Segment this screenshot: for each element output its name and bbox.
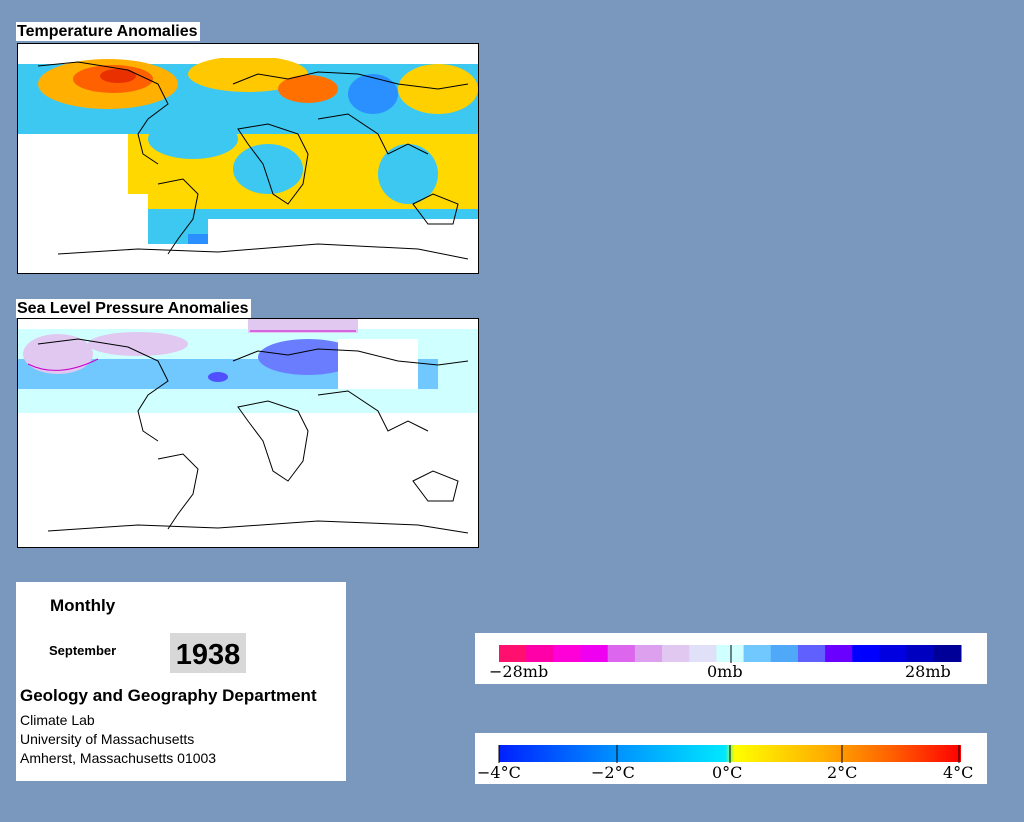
pressure-swatch (526, 645, 554, 662)
year-label: 1938 (170, 633, 246, 673)
pressure-swatch (716, 645, 745, 662)
pressure-contours (27, 330, 356, 371)
pressure-swatch (743, 645, 772, 662)
temperature-tick-minus4: −4°C (477, 763, 521, 782)
temperature-tick-2: 2°C (827, 763, 857, 782)
pressure-color-scale (499, 645, 962, 662)
temperature-anomaly-field (18, 44, 478, 273)
pressure-swatch (852, 645, 880, 662)
pressure-anomaly-field (18, 319, 478, 413)
department-name: Geology and Geography Department (20, 686, 317, 705)
temperature-tick-0: 0°C (712, 763, 742, 782)
temperature-legend: −4°C −2°C 0°C 2°C 4°C (475, 733, 987, 784)
lab-name: Climate Lab (20, 712, 95, 728)
pressure-swatch (580, 645, 609, 662)
city-address: Amherst, Massachusetts 01003 (20, 750, 217, 766)
pressure-swatch (499, 645, 527, 662)
pressure-tick-min: −28mb (489, 662, 548, 681)
temperature-tick-minus2: −2°C (591, 763, 635, 782)
temperature-tick-4: 4°C (943, 763, 973, 782)
pressure-swatch (879, 645, 908, 662)
pressure-map (17, 318, 479, 548)
coastlines (37, 338, 469, 534)
coastlines (37, 61, 469, 260)
pressure-swatch (797, 645, 826, 662)
temperature-map-title: Temperature Anomalies (16, 22, 200, 41)
period-label: Monthly (50, 596, 116, 615)
pressure-swatch (553, 645, 582, 662)
pressure-swatch (689, 645, 717, 662)
pressure-tick-zero: 0mb (707, 662, 743, 681)
info-panel: Monthly September 1938 Geology and Geogr… (16, 582, 346, 781)
pressure-map-title: Sea Level Pressure Anomalies (16, 299, 251, 318)
pressure-swatch (825, 645, 853, 662)
pressure-legend: −28mb 0mb 28mb (475, 633, 987, 684)
pressure-swatch (770, 645, 799, 662)
pressure-swatch (634, 645, 663, 662)
university-name: University of Massachusetts (20, 731, 195, 747)
temperature-map (17, 43, 479, 274)
pressure-swatch (607, 645, 636, 662)
pressure-swatch (906, 645, 935, 662)
pressure-swatch (933, 645, 962, 662)
month-label: September (49, 643, 117, 658)
pressure-swatch (662, 645, 690, 662)
pressure-tick-max: 28mb (905, 662, 951, 681)
